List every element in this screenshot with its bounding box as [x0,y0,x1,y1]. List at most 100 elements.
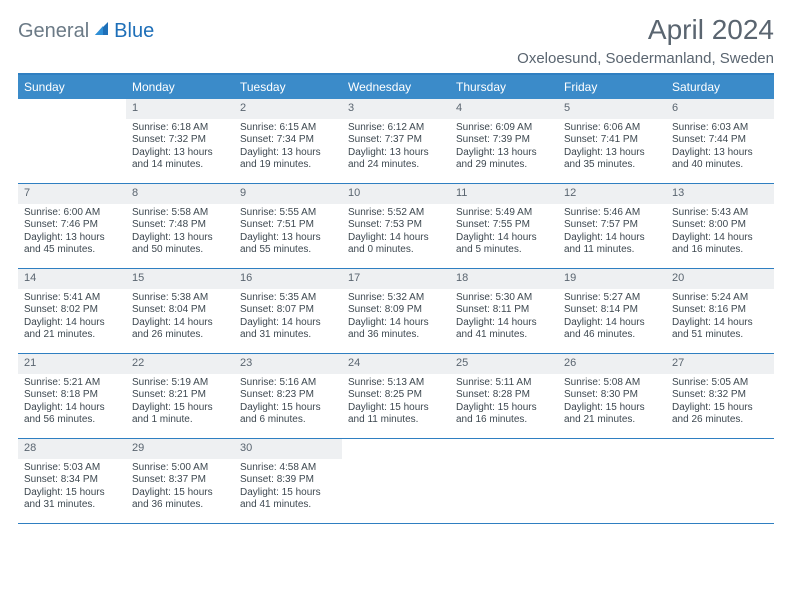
day-cell: 29Sunrise: 5:00 AMSunset: 8:37 PMDayligh… [126,439,234,523]
title-block: April 2024 Oxeloesund, Soedermanland, Sw… [517,14,774,67]
day-number: 24 [342,354,450,374]
daylight-text: Daylight: 14 hours and 46 minutes. [564,317,660,342]
day-body: Sunrise: 5:03 AMSunset: 8:34 PMDaylight:… [18,459,126,518]
daylight-text: Daylight: 14 hours and 51 minutes. [672,317,768,342]
day-body: Sunrise: 5:41 AMSunset: 8:02 PMDaylight:… [18,289,126,348]
day-number: 21 [18,354,126,374]
sunset-text: Sunset: 7:44 PM [672,134,768,147]
sunset-text: Sunset: 7:32 PM [132,134,228,147]
day-cell: 6Sunrise: 6:03 AMSunset: 7:44 PMDaylight… [666,99,774,183]
daylight-text: Daylight: 13 hours and 29 minutes. [456,147,552,172]
daylight-text: Daylight: 13 hours and 50 minutes. [132,232,228,257]
sunset-text: Sunset: 8:37 PM [132,474,228,487]
day-cell: 23Sunrise: 5:16 AMSunset: 8:23 PMDayligh… [234,354,342,438]
day-cell [18,99,126,183]
day-cell: 30Sunrise: 4:58 AMSunset: 8:39 PMDayligh… [234,439,342,523]
day-body: Sunrise: 5:00 AMSunset: 8:37 PMDaylight:… [126,459,234,518]
day-number: 30 [234,439,342,459]
day-cell: 5Sunrise: 6:06 AMSunset: 7:41 PMDaylight… [558,99,666,183]
day-number: 16 [234,269,342,289]
calendar-grid: Sunday Monday Tuesday Wednesday Thursday… [18,73,774,524]
day-body: Sunrise: 5:52 AMSunset: 7:53 PMDaylight:… [342,204,450,263]
day-number: 25 [450,354,558,374]
sunrise-text: Sunrise: 5:38 AM [132,292,228,305]
day-number: 8 [126,184,234,204]
sunrise-text: Sunrise: 5:24 AM [672,292,768,305]
sunset-text: Sunset: 8:07 PM [240,304,336,317]
day-number: 9 [234,184,342,204]
day-cell: 27Sunrise: 5:05 AMSunset: 8:32 PMDayligh… [666,354,774,438]
daylight-text: Daylight: 15 hours and 31 minutes. [24,487,120,512]
day-number: 12 [558,184,666,204]
day-number: 4 [450,99,558,119]
day-body: Sunrise: 6:09 AMSunset: 7:39 PMDaylight:… [450,119,558,178]
day-body: Sunrise: 6:12 AMSunset: 7:37 PMDaylight:… [342,119,450,178]
brand-part2: Blue [114,20,154,43]
sunrise-text: Sunrise: 6:00 AM [24,207,120,220]
day-number: 14 [18,269,126,289]
day-number: 22 [126,354,234,374]
daylight-text: Daylight: 14 hours and 41 minutes. [456,317,552,342]
day-number: 26 [558,354,666,374]
day-body: Sunrise: 5:32 AMSunset: 8:09 PMDaylight:… [342,289,450,348]
week-row: 14Sunrise: 5:41 AMSunset: 8:02 PMDayligh… [18,269,774,354]
day-cell: 1Sunrise: 6:18 AMSunset: 7:32 PMDaylight… [126,99,234,183]
day-cell [666,439,774,523]
day-body: Sunrise: 5:43 AMSunset: 8:00 PMDaylight:… [666,204,774,263]
dow-monday: Monday [126,75,234,99]
daylight-text: Daylight: 14 hours and 16 minutes. [672,232,768,257]
sunrise-text: Sunrise: 4:58 AM [240,462,336,475]
day-number: 27 [666,354,774,374]
day-number: 18 [450,269,558,289]
day-cell: 8Sunrise: 5:58 AMSunset: 7:48 PMDaylight… [126,184,234,268]
day-cell: 25Sunrise: 5:11 AMSunset: 8:28 PMDayligh… [450,354,558,438]
day-cell: 15Sunrise: 5:38 AMSunset: 8:04 PMDayligh… [126,269,234,353]
daylight-text: Daylight: 14 hours and 26 minutes. [132,317,228,342]
dow-saturday: Saturday [666,75,774,99]
sunrise-text: Sunrise: 6:15 AM [240,122,336,135]
day-cell: 4Sunrise: 6:09 AMSunset: 7:39 PMDaylight… [450,99,558,183]
daylight-text: Daylight: 15 hours and 21 minutes. [564,402,660,427]
day-body: Sunrise: 5:11 AMSunset: 8:28 PMDaylight:… [450,374,558,433]
day-cell: 20Sunrise: 5:24 AMSunset: 8:16 PMDayligh… [666,269,774,353]
sunset-text: Sunset: 7:46 PM [24,219,120,232]
week-row: 28Sunrise: 5:03 AMSunset: 8:34 PMDayligh… [18,439,774,524]
daylight-text: Daylight: 13 hours and 35 minutes. [564,147,660,172]
day-cell: 24Sunrise: 5:13 AMSunset: 8:25 PMDayligh… [342,354,450,438]
sunset-text: Sunset: 7:53 PM [348,219,444,232]
sunrise-text: Sunrise: 5:32 AM [348,292,444,305]
day-body: Sunrise: 6:06 AMSunset: 7:41 PMDaylight:… [558,119,666,178]
sunset-text: Sunset: 8:18 PM [24,389,120,402]
daylight-text: Daylight: 14 hours and 36 minutes. [348,317,444,342]
day-number: 17 [342,269,450,289]
sunrise-text: Sunrise: 5:46 AM [564,207,660,220]
day-body: Sunrise: 5:16 AMSunset: 8:23 PMDaylight:… [234,374,342,433]
sunrise-text: Sunrise: 5:00 AM [132,462,228,475]
day-cell [342,439,450,523]
daylight-text: Daylight: 15 hours and 11 minutes. [348,402,444,427]
sunset-text: Sunset: 8:14 PM [564,304,660,317]
daylight-text: Daylight: 15 hours and 16 minutes. [456,402,552,427]
day-body: Sunrise: 4:58 AMSunset: 8:39 PMDaylight:… [234,459,342,518]
sunset-text: Sunset: 8:23 PM [240,389,336,402]
day-body: Sunrise: 5:58 AMSunset: 7:48 PMDaylight:… [126,204,234,263]
sunset-text: Sunset: 7:37 PM [348,134,444,147]
day-cell: 28Sunrise: 5:03 AMSunset: 8:34 PMDayligh… [18,439,126,523]
day-body: Sunrise: 6:18 AMSunset: 7:32 PMDaylight:… [126,119,234,178]
sunset-text: Sunset: 8:04 PM [132,304,228,317]
day-number: 6 [666,99,774,119]
day-cell: 22Sunrise: 5:19 AMSunset: 8:21 PMDayligh… [126,354,234,438]
day-body: Sunrise: 6:15 AMSunset: 7:34 PMDaylight:… [234,119,342,178]
sunrise-text: Sunrise: 5:30 AM [456,292,552,305]
sunset-text: Sunset: 7:48 PM [132,219,228,232]
day-number: 23 [234,354,342,374]
sunrise-text: Sunrise: 5:21 AM [24,377,120,390]
day-body: Sunrise: 5:35 AMSunset: 8:07 PMDaylight:… [234,289,342,348]
day-number: 28 [18,439,126,459]
day-body: Sunrise: 5:13 AMSunset: 8:25 PMDaylight:… [342,374,450,433]
dow-sunday: Sunday [18,75,126,99]
day-cell: 10Sunrise: 5:52 AMSunset: 7:53 PMDayligh… [342,184,450,268]
week-row: 1Sunrise: 6:18 AMSunset: 7:32 PMDaylight… [18,99,774,184]
daylight-text: Daylight: 15 hours and 36 minutes. [132,487,228,512]
sunset-text: Sunset: 7:51 PM [240,219,336,232]
